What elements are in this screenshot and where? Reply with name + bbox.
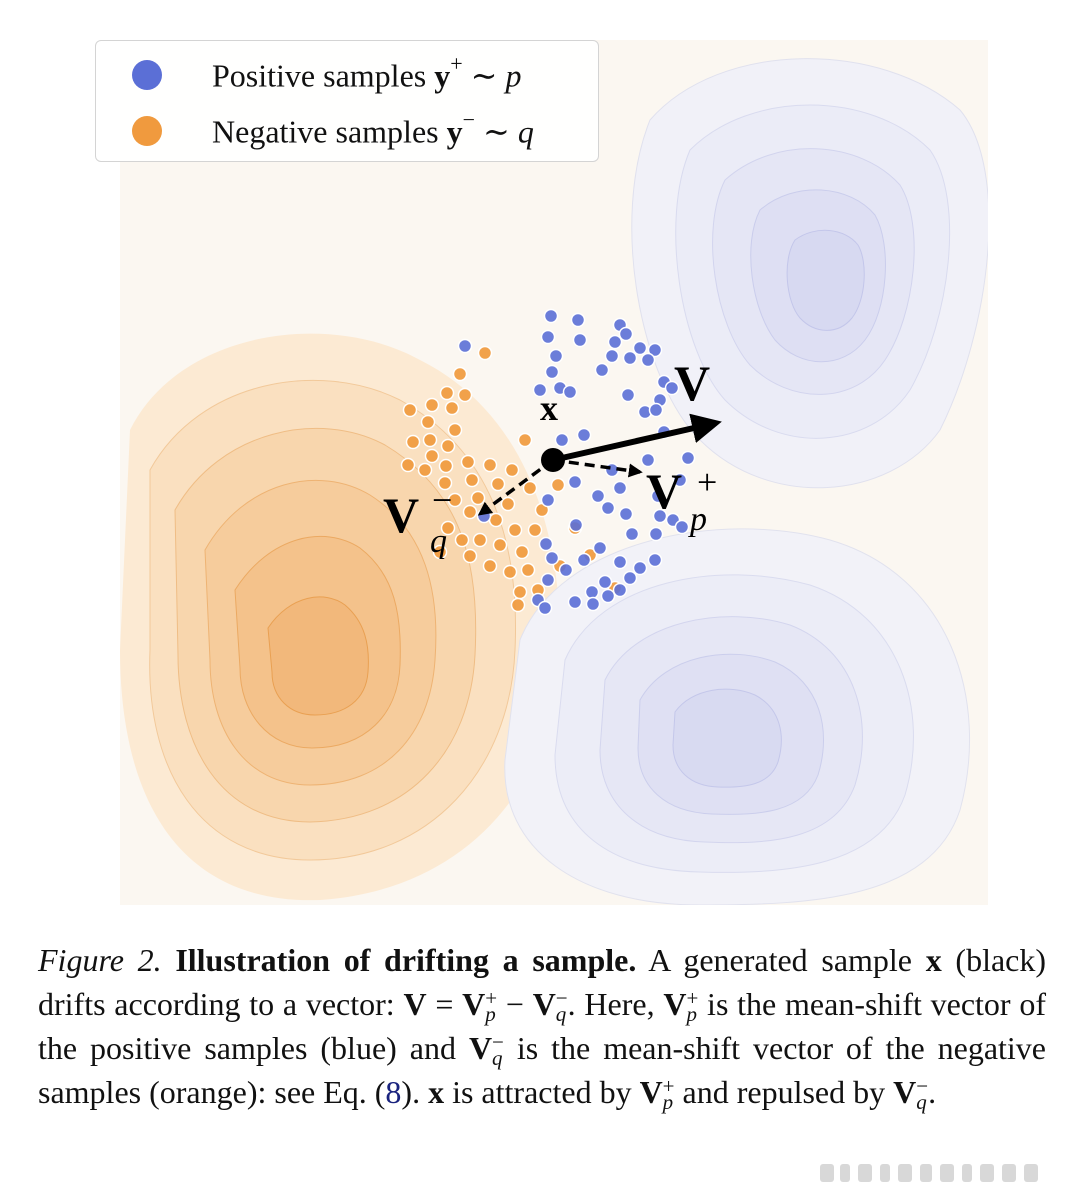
caption-Vp-3-sup: + — [662, 1073, 675, 1098]
caption-Vp-3-scripts: + p — [662, 1073, 675, 1114]
legend-positive-var: y — [434, 57, 451, 94]
legend-label-negative: Negative samples y− ∼ q — [212, 107, 534, 151]
label-Vq-sub: q — [430, 523, 447, 560]
legend-positive-sup: + — [450, 51, 463, 77]
negative-sample-points — [400, 345, 623, 613]
caption-Vp-3-sub: p — [662, 1089, 674, 1114]
drift-illustration-figure: x V V + p V − q — [120, 40, 988, 905]
vector-V-arrow — [552, 413, 722, 463]
positive-density-field-lower — [504, 528, 971, 905]
caption-Vq-2-scripts: − q — [492, 1029, 504, 1070]
legend-negative-prefix: Negative samples — [212, 113, 447, 150]
caption-Vq-2: V — [468, 1030, 493, 1066]
caption-title: Illustration of drifting a sample. — [175, 942, 637, 978]
caption-Vq-3-sup: − — [916, 1073, 929, 1098]
negative-density-field — [120, 333, 560, 901]
label-Vp-sub: p — [688, 501, 707, 538]
legend-negative-rest: ∼ q — [475, 113, 534, 150]
legend-negative-var: y — [446, 113, 463, 150]
caption-eq-Vp-scripts: + p — [485, 985, 498, 1026]
label-Vq-sup: − — [432, 480, 452, 520]
vector-Vp-arrow — [552, 458, 643, 478]
caption-Vp-2-scripts: + p — [686, 985, 699, 1026]
caption-Vq-3: V — [893, 1074, 917, 1110]
legend-negative-sup: − — [462, 107, 476, 133]
figure-caption: Figure 2. Illustration of drifting a sam… — [38, 938, 1046, 1114]
caption-Vp-2-sub: p — [686, 1001, 697, 1026]
caption-Vq-2-sup: − — [492, 1029, 504, 1054]
caption-eq-equals: = — [426, 986, 463, 1022]
caption-figure-label: Figure 2. — [38, 942, 162, 978]
caption-Vq-2-sub: q — [492, 1045, 503, 1070]
caption-Vp-2-sup: + — [686, 985, 699, 1010]
label-Vq-main: V — [383, 487, 419, 543]
positive-density-field-upper — [631, 58, 988, 489]
caption-text-2: (black) drifts according to a vector: — [38, 942, 1047, 1022]
caption-Vq-3-sub: q — [916, 1089, 927, 1114]
caption-var-x-2: x — [428, 1074, 445, 1110]
caption-var-x: x — [925, 942, 942, 978]
legend-positive-rest: ∼ p — [462, 57, 522, 94]
caption-Vp-2: V — [663, 986, 687, 1022]
caption-text-9: . — [928, 1074, 937, 1110]
caption-text-4: is the mean-shift vector of the positive… — [38, 986, 1047, 1066]
label-x: x — [540, 388, 558, 428]
drift-vectors — [477, 413, 722, 516]
caption-Vq-3-scripts: − q — [916, 1073, 929, 1114]
legend: Positive samples y+ ∼ p Negative samples… — [95, 40, 599, 162]
caption-eq-V: V — [403, 986, 427, 1022]
label-Vp-sup: + — [697, 462, 717, 502]
caption-text-8: and repulsed by — [674, 1074, 894, 1110]
caption-eq-Vq-sub: q — [555, 1001, 567, 1026]
caption-eq-Vq-scripts: − q — [555, 985, 568, 1026]
plot-area — [120, 40, 988, 905]
caption-eq-Vq-sup: − — [555, 985, 568, 1010]
caption-eq-minus: − — [497, 986, 533, 1022]
caption-text-1: A generated sample — [636, 942, 926, 978]
negative-marker-icon — [132, 116, 162, 146]
caption-text-6: ). — [401, 1074, 429, 1110]
legend-label-positive: Positive samples y+ ∼ p — [212, 51, 522, 95]
caption-eq-Vq: V — [532, 986, 556, 1022]
label-Vp-main: V — [646, 463, 682, 519]
caption-eq-Vp-sub: p — [485, 1001, 496, 1026]
watermark-logo — [820, 1164, 1038, 1182]
caption-Vp-3: V — [639, 1074, 663, 1110]
generated-sample-x-point — [541, 448, 565, 472]
caption-eq-Vp-sup: + — [485, 985, 498, 1010]
vector-labels: x V V + p V − q — [383, 355, 717, 560]
legend-positive-prefix: Positive samples — [212, 57, 435, 94]
caption-text-3: . Here, — [567, 986, 664, 1022]
caption-eq-Vp: V — [462, 986, 486, 1022]
label-V: V — [674, 355, 710, 411]
caption-text-5: is the mean-shift vector of the negative… — [38, 1030, 1047, 1110]
caption-text-7: is attracted by — [444, 1074, 640, 1110]
equation-reference-link[interactable]: 8 — [385, 1074, 402, 1110]
positive-marker-icon — [132, 60, 162, 90]
